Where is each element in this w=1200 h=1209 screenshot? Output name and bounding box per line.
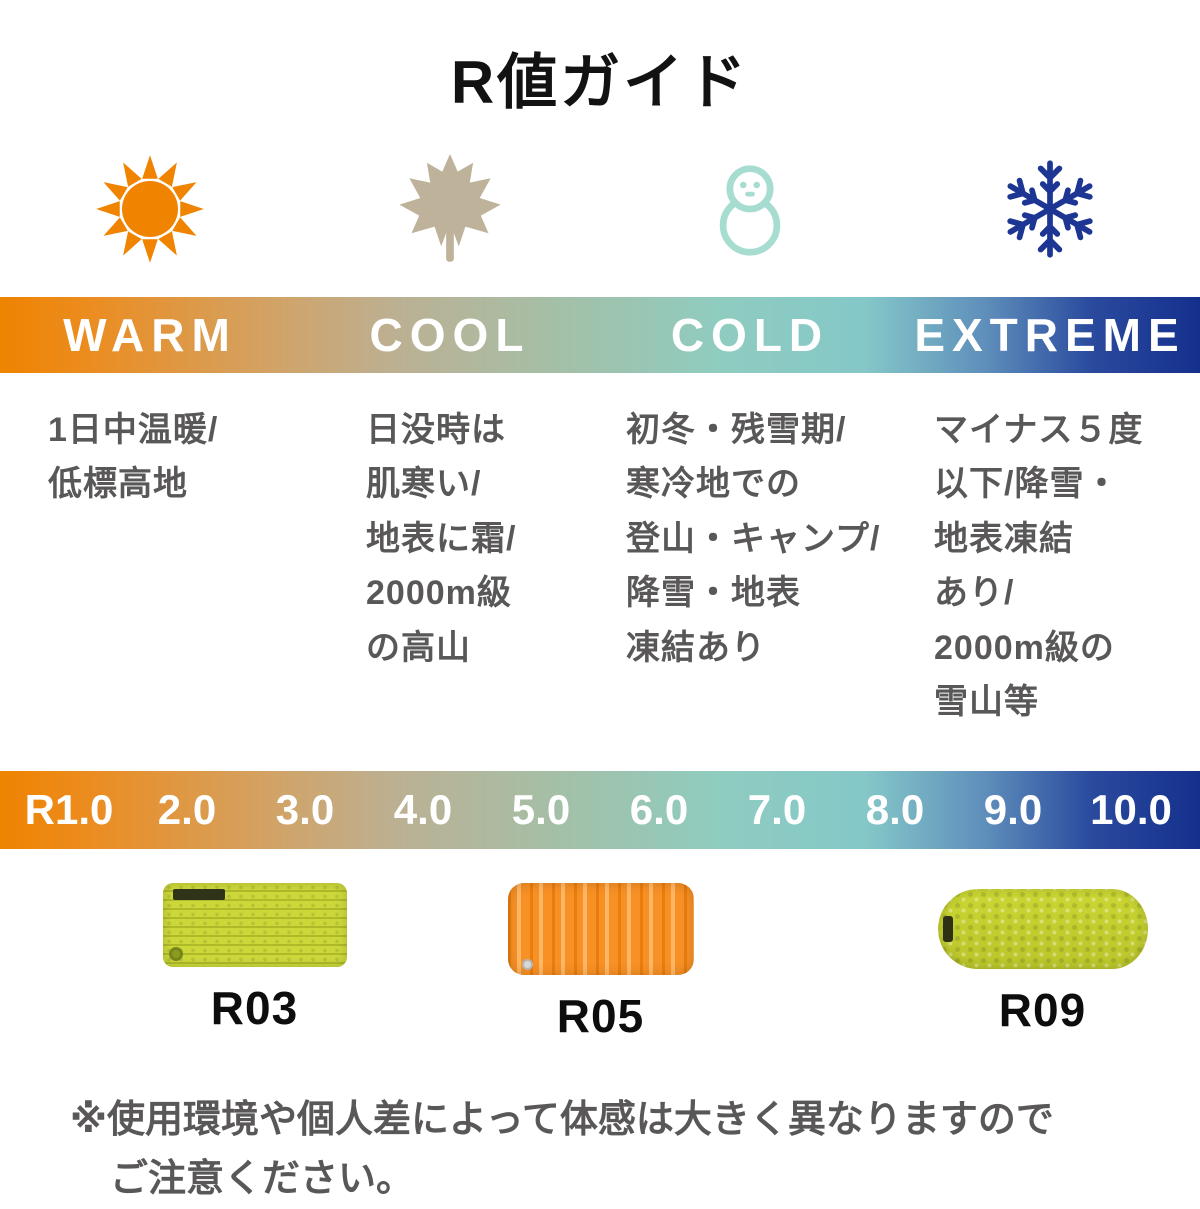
description-cool: 日没時は 肌寒い/ 地表に霜/ 2000m級 の高山: [366, 411, 517, 667]
category-label-cool: COOL: [369, 309, 531, 361]
snowflake-icon: [998, 157, 1102, 266]
product-r09: R09: [930, 883, 1155, 1037]
scale-value-5: 5.0: [511, 786, 571, 834]
r-value-scale-band: R1.0 2.0 3.0 4.0 5.0 6.0 7.0 8.0 9.0 10.…: [0, 771, 1200, 850]
product-r05: R05: [498, 883, 703, 1043]
footnote-line-1: ※使用環境や個人差によって体感は大きく異なりますので: [70, 1099, 1054, 1142]
pad-logo: [172, 889, 225, 901]
sleeping-pad-r09-image: [937, 889, 1148, 970]
scale-value-10: 10.0: [1090, 786, 1172, 834]
description-extreme: マイナス５度 以下/降雪・ 地表凍結 あり/ 2000m級の 雪山等: [934, 411, 1144, 721]
scale-value-6: 6.0: [629, 786, 689, 834]
pad-valve: [168, 947, 183, 962]
scale-value-8: 8.0: [865, 786, 925, 834]
category-descriptions: 1日中温暖/ 低標高地 日没時は 肌寒い/ 地表に霜/ 2000m級 の高山 初…: [0, 403, 1200, 729]
cool-icon-cell: [300, 153, 600, 269]
product-label-r09: R09: [998, 984, 1087, 1037]
sun-icon: [94, 153, 206, 270]
scale-value-9: 9.0: [983, 786, 1043, 834]
description-cold: 初冬・残雪期/ 寒冷地での 登山・キャンプ/ 降雪・地表 凍結あり: [626, 411, 881, 667]
page-title: R値ガイド: [450, 49, 750, 116]
product-row: R03 R05 R09: [0, 883, 1200, 1053]
snowman-icon: [702, 158, 798, 265]
product-label-r05: R05: [556, 990, 645, 1043]
scale-value-7: 7.0: [747, 786, 807, 834]
scale-value-1: R1.0: [24, 786, 114, 834]
category-label-extreme: EXTREME: [914, 309, 1186, 361]
leaf-icon: [395, 153, 505, 269]
pad-logo: [942, 916, 953, 943]
pad-valve: [521, 959, 533, 971]
category-band: WARM COOL COLD EXTREME: [0, 297, 1200, 373]
description-warm: 1日中温暖/ 低標高地: [48, 411, 219, 504]
category-label-warm: WARM: [63, 309, 237, 361]
warm-icon-cell: [0, 153, 300, 270]
extreme-icon-cell: [900, 155, 1200, 267]
product-r03: R03: [152, 883, 357, 1035]
footnote: ※使用環境や個人差によって体感は大きく異なりますので ご注意ください。: [0, 1091, 1200, 1209]
footnote-line-2: ご注意ください。: [110, 1158, 415, 1201]
scale-value-2: 2.0: [157, 786, 217, 834]
category-icons-row: [0, 153, 1200, 270]
sleeping-pad-r03-image: [162, 883, 347, 968]
cold-icon-cell: [600, 155, 900, 267]
scale-value-3: 3.0: [275, 786, 335, 834]
sleeping-pad-r05-image: [507, 883, 694, 976]
category-label-cold: COLD: [670, 309, 830, 361]
product-label-r03: R03: [210, 982, 299, 1035]
scale-value-4: 4.0: [393, 786, 453, 834]
